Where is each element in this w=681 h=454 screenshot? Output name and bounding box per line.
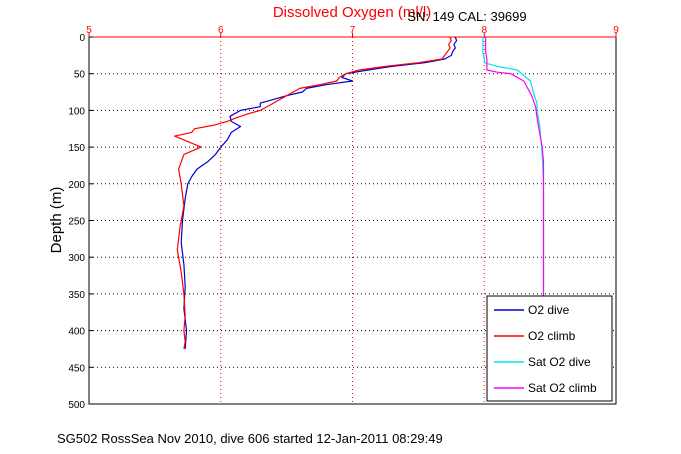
y-tick-label: 100 xyxy=(68,106,85,117)
legend-label: Sat O2 climb xyxy=(528,381,597,395)
y-tick-label: 0 xyxy=(79,33,85,44)
legend-label: O2 climb xyxy=(528,329,576,343)
chart-subtitle: SN: 149 CAL: 39699 xyxy=(407,9,526,24)
series-line-0 xyxy=(180,36,458,349)
series-line-1 xyxy=(174,36,452,350)
y-tick-label: 400 xyxy=(68,327,85,338)
x-tick-label: 9 xyxy=(613,25,619,36)
y-tick-label: 300 xyxy=(68,253,85,264)
x-tick-label: 8 xyxy=(481,25,487,36)
chart-title: Dissolved Oxygen (ml/l) xyxy=(273,4,431,21)
grid-lines xyxy=(88,33,617,405)
y-axis-label: Depth (m) xyxy=(48,187,65,254)
y-tick-label: 450 xyxy=(68,363,85,374)
legend: O2 dive O2 climb Sat O2 dive Sat O2 climb xyxy=(486,295,613,402)
legend-label: Sat O2 dive xyxy=(528,355,591,369)
x-tick-label: 5 xyxy=(86,25,92,36)
tick-labels: 5 6 7 8 9 0 50 100 150 200 250 300 350 400 450 500 xyxy=(68,25,619,411)
series-line-3 xyxy=(485,37,545,302)
y-tick-label: 200 xyxy=(68,180,85,191)
y-tick-label: 500 xyxy=(68,400,85,411)
chart-footer: SG502 RossSea Nov 2010, dive 606 started… xyxy=(57,431,443,446)
y-tick-label: 250 xyxy=(68,217,85,228)
data-series xyxy=(174,36,545,350)
y-tick-label: 150 xyxy=(68,143,85,154)
y-tick-label: 350 xyxy=(68,290,85,301)
x-tick-label: 7 xyxy=(350,25,356,36)
legend-label: O2 dive xyxy=(528,303,570,317)
y-tick-label: 50 xyxy=(74,70,86,81)
x-tick-label: 6 xyxy=(218,25,224,36)
legend-box xyxy=(486,295,613,402)
